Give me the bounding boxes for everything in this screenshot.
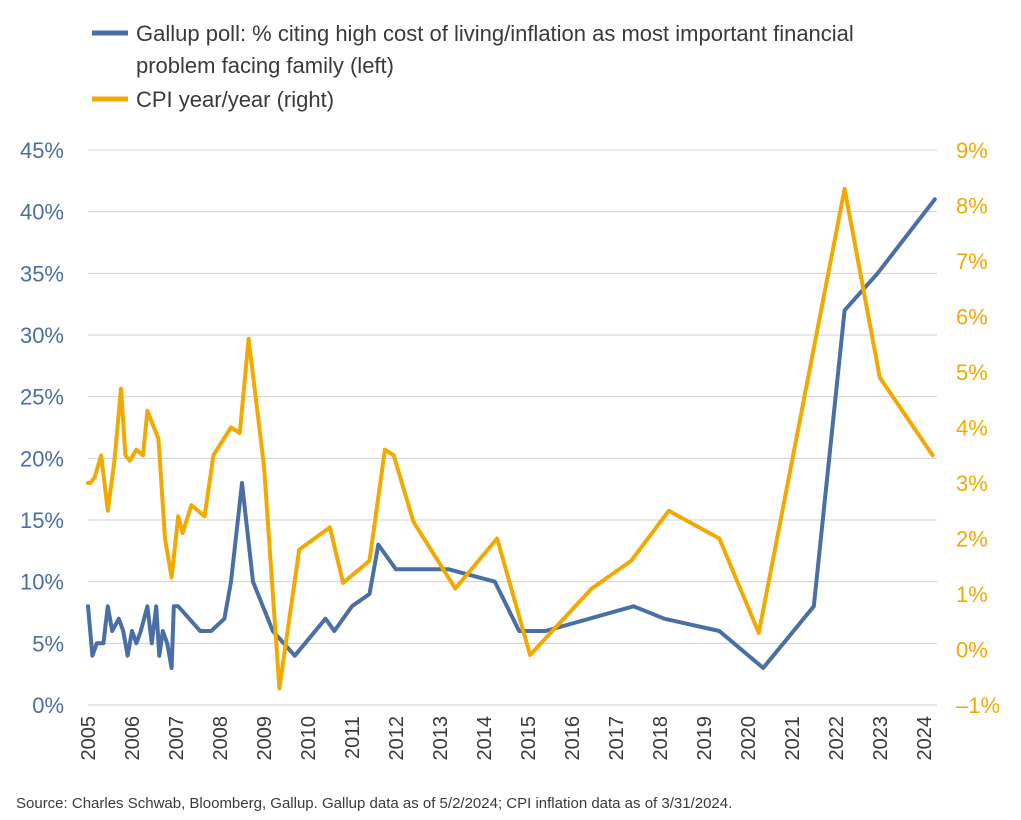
series-line-gallup — [86, 197, 937, 670]
x-tick-label: 2005 — [78, 716, 100, 761]
left-tick-label: 45% — [20, 138, 64, 163]
legend-label-gallup-line1: Gallup poll: % citing high cost of livin… — [136, 21, 854, 46]
right-tick-label: 3% — [956, 471, 988, 496]
x-tick-label: 2010 — [298, 716, 320, 761]
x-tick-label: 2016 — [562, 716, 584, 761]
x-tick-label: 2020 — [738, 716, 760, 761]
right-tick-label: 1% — [956, 582, 988, 607]
left-tick-label: 30% — [20, 323, 64, 348]
right-tick-label: 6% — [956, 305, 988, 330]
series-line-cpi — [86, 186, 935, 691]
x-tick-label: 2011 — [342, 716, 364, 759]
right-tick-label: 4% — [956, 416, 988, 441]
x-tick-label: 2014 — [474, 716, 496, 761]
x-tick-label: 2012 — [386, 716, 408, 761]
source-note: Source: Charles Schwab, Bloomberg, Gallu… — [16, 795, 732, 812]
x-tick-label: 2008 — [210, 716, 232, 761]
right-tick-label: 9% — [956, 138, 988, 163]
x-tick-label: 2013 — [430, 716, 452, 761]
left-tick-label: 25% — [20, 385, 64, 410]
right-tick-label: 2% — [956, 527, 988, 552]
left-axis-ticks: 0% 5% 10% 15% 20% 25% 30% 35% 40% 45% — [20, 138, 64, 718]
left-tick-label: 20% — [20, 446, 64, 471]
right-tick-label: 0% — [956, 638, 988, 663]
x-tick-label: 2018 — [650, 716, 672, 761]
left-tick-label: 0% — [32, 693, 64, 718]
right-tick-label: 5% — [956, 360, 988, 385]
x-tick-label: 2023 — [870, 716, 892, 761]
series — [86, 186, 937, 691]
left-tick-label: 10% — [20, 570, 64, 595]
left-tick-label: 5% — [32, 631, 64, 656]
x-tick-label: 2024 — [914, 716, 936, 761]
x-tick-label: 2022 — [826, 716, 848, 761]
left-tick-label: 35% — [20, 261, 64, 286]
x-axis-ticks: 2005 2006 2007 2008 2009 2010 2011 2012 2013 2014… — [78, 716, 936, 761]
left-tick-label: 40% — [20, 200, 64, 225]
x-tick-label: 2006 — [122, 716, 144, 761]
right-tick-label: 8% — [956, 194, 988, 219]
x-tick-label: 2021 — [782, 716, 804, 761]
x-tick-label: 2017 — [606, 716, 628, 761]
legend: Gallup poll: % citing high cost of livin… — [92, 21, 854, 112]
x-tick-label: 2015 — [518, 716, 540, 761]
x-tick-label: 2007 — [166, 716, 188, 761]
left-tick-label: 15% — [20, 508, 64, 533]
legend-label-cpi: CPI year/year (right) — [136, 87, 334, 112]
legend-label-gallup-line2: problem facing family (left) — [136, 53, 394, 78]
right-axis-ticks: –1% 0% 1% 2% 3% 4% 5% 6% 7% 8% 9% — [956, 138, 1000, 718]
x-tick-label: 2019 — [694, 716, 716, 761]
right-tick-label: –1% — [956, 693, 1000, 718]
right-tick-label: 7% — [956, 249, 988, 274]
grid — [88, 149, 937, 706]
x-tick-label: 2009 — [254, 716, 276, 761]
